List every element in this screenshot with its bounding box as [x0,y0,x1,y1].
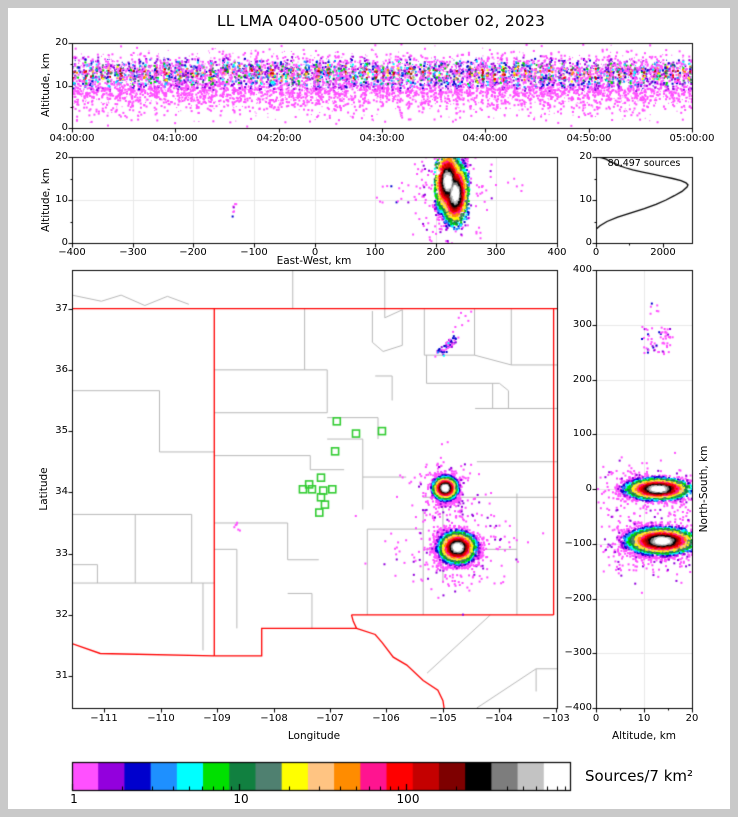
time-axis-tick-label: 05:00:00 [669,133,715,144]
east-west-axis-tick-label: −300 [119,247,147,258]
histogram-y-tick-label: 20 [579,151,592,162]
page-title: LL LMA 0400-0500 UTC October 02, 2023 [216,12,546,30]
colorbar-label: Sources/7 km² [585,767,694,785]
time-axis-tick-label: 04:20:00 [256,133,302,144]
altitude-axis-tick-label: 10 [55,194,68,205]
north-south-tick-label: 300 [572,319,592,330]
latitude-tick-label: 32 [55,609,68,620]
east-west-axis-tick-label: 300 [486,247,506,258]
altitude-axis-tick-label: 20 [55,151,68,162]
latitude-axis-label: Latitude [37,467,50,511]
latitude-tick-label: 36 [55,364,68,375]
time-panel-y-axis-label: Altitude, km [39,52,52,118]
colorbar-tick-label: 100 [396,792,420,806]
north-south-tick-label: 100 [572,428,592,439]
time-axis-tick-label: 04:00:00 [49,133,95,144]
colorbar-tick-label: 10 [233,792,249,806]
north-south-axis-label: North-South, km [697,445,710,533]
north-south-tick-label: 400 [572,264,592,275]
latitude-tick-label: 37 [55,303,68,314]
time-axis-tick-label: 04:40:00 [462,133,508,144]
altitude-axis-tick-label: 20 [55,37,68,48]
east-west-axis-tick-label: 100 [365,247,385,258]
longitude-tick-label: −105 [429,713,457,724]
longitude-tick-label: −109 [203,713,231,724]
histogram-x-tick-label: 0 [592,247,600,258]
altitude-axis-tick-label: 10 [55,80,68,91]
longitude-tick-label: −110 [147,713,175,724]
time-axis-tick-label: 04:10:00 [152,133,198,144]
longitude-tick-label: −103 [542,713,570,724]
north-south-tick-label: 200 [572,374,592,385]
altitude-axis-tick-label: 0 [61,237,68,248]
latitude-tick-label: 34 [55,486,68,497]
east-west-axis-tick-label: −100 [240,247,268,258]
east-west-axis-tick-label: 200 [426,247,446,258]
east-west-axis-tick-label: 400 [547,247,567,258]
longitude-axis-label: Longitude [287,730,341,742]
north-south-tick-label: 0 [585,483,592,494]
longitude-tick-label: −106 [372,713,400,724]
longitude-tick-label: −107 [316,713,344,724]
longitude-tick-label: −104 [485,713,513,724]
east-west-axis-label: East-West, km [276,255,352,267]
ns-altitude-tick-label: 0 [592,713,600,724]
latitude-tick-label: 33 [55,548,68,559]
ns-altitude-tick-label: 20 [685,713,699,724]
colorbar-tick-label: 1 [70,792,78,806]
north-south-tick-label: −100 [564,538,592,549]
time-axis-tick-label: 04:50:00 [566,133,612,144]
histogram-y-tick-label: 0 [585,237,592,248]
longitude-tick-label: −111 [90,713,118,724]
north-south-tick-label: −400 [564,702,592,713]
histogram-y-tick-label: 10 [579,194,592,205]
histogram-x-tick-label: 2000 [650,247,676,258]
ew-panel-y-axis-label: Altitude, km [39,167,52,233]
east-west-axis-tick-label: −400 [58,247,86,258]
longitude-tick-label: −108 [260,713,288,724]
east-west-axis-tick-label: −200 [179,247,207,258]
east-west-axis-tick-label: 0 [311,247,319,258]
altitude-axis-tick-label: 0 [61,122,68,133]
north-south-tick-label: −200 [564,593,592,604]
latitude-tick-label: 31 [55,670,68,681]
ns-altitude-tick-label: 10 [637,713,651,724]
time-axis-tick-label: 04:30:00 [359,133,405,144]
north-south-tick-label: −300 [564,647,592,658]
histogram-annotation: 80,497 sources [607,158,681,169]
ns-altitude-axis-label: Altitude, km [611,730,676,742]
latitude-tick-label: 35 [55,425,68,436]
